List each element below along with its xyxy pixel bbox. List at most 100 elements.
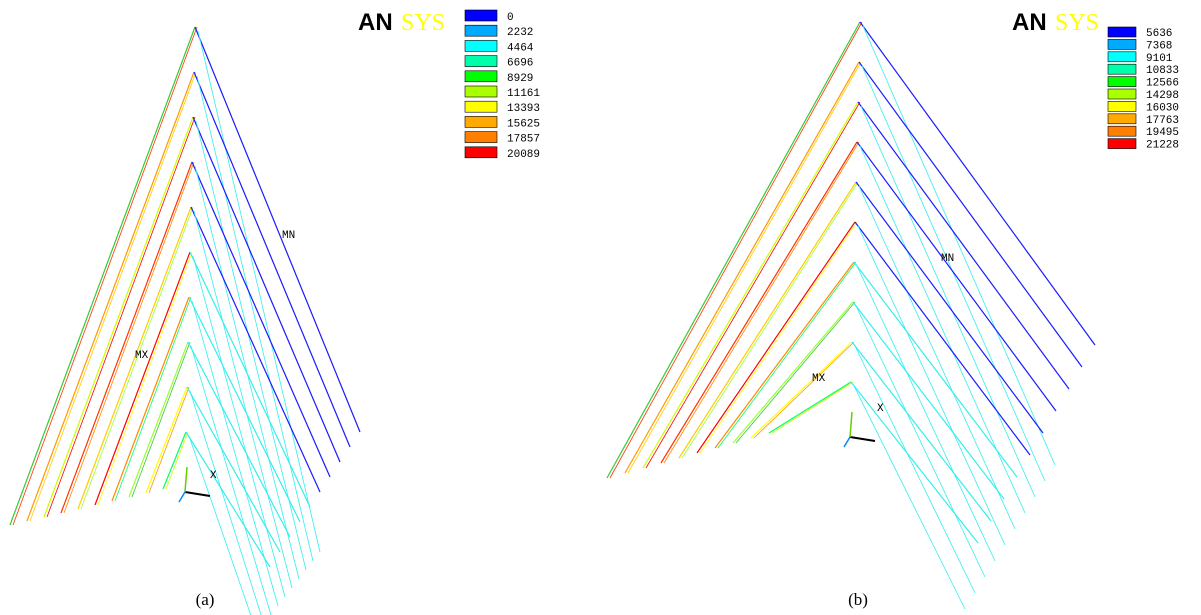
legend-value: 7368: [1146, 40, 1172, 52]
legend-swatch: [465, 116, 497, 127]
member: [112, 297, 189, 501]
caption: (a): [196, 590, 215, 609]
legend-swatch: [1108, 126, 1136, 136]
caption: (b): [848, 590, 868, 609]
min-label: MN: [282, 230, 295, 242]
legend-value: 17763: [1146, 115, 1179, 127]
member: [61, 162, 192, 513]
legend-swatch: [1108, 52, 1136, 62]
member: [661, 142, 857, 463]
member: [859, 186, 1015, 529]
legend-swatch: [465, 86, 497, 97]
legend-value: 4464: [507, 42, 534, 54]
member: [854, 262, 1017, 477]
member: [715, 262, 854, 448]
member: [697, 222, 855, 453]
legend-swatch: [465, 71, 497, 82]
member: [13, 27, 197, 525]
legend-swatch: [465, 10, 497, 21]
logo-bold: AN: [1012, 9, 1047, 36]
legend-value: 20089: [507, 149, 540, 161]
member: [772, 382, 853, 433]
legend-swatch: [465, 56, 497, 67]
member: [858, 226, 1005, 545]
legend-value: 16030: [1146, 102, 1179, 114]
member: [863, 26, 1055, 465]
member: [115, 297, 191, 501]
member: [610, 22, 862, 478]
member: [733, 302, 853, 443]
legend-value: 15625: [507, 118, 540, 130]
legend-swatch: [1108, 77, 1136, 87]
member: [189, 436, 257, 615]
member: [862, 66, 1045, 481]
legend-swatch: [465, 40, 497, 51]
legend-value: 21228: [1146, 140, 1179, 152]
member: [166, 432, 188, 489]
figure: AN SYS AN SYS MN MX X MN MX X (a) (b) 0 2…: [0, 0, 1201, 615]
member: [129, 342, 188, 497]
member: [27, 72, 194, 521]
axis-triad: [185, 492, 210, 496]
logo-light: SYS: [1055, 10, 1099, 36]
structure-lines: [10, 22, 1095, 615]
legend-value: 8929: [507, 73, 533, 85]
legend-swatch: [465, 25, 497, 36]
member: [700, 222, 857, 453]
axis-triad: [844, 437, 850, 447]
legend-swatch: [1108, 89, 1136, 99]
member: [98, 252, 192, 505]
member: [853, 302, 1004, 499]
legend-value: 5636: [1146, 28, 1172, 40]
member: [95, 252, 190, 505]
member: [646, 102, 860, 468]
legend-value: 10833: [1146, 65, 1179, 77]
legend-value: 2232: [507, 27, 533, 39]
member: [856, 182, 1043, 433]
axis-label: X: [210, 470, 217, 482]
member: [643, 102, 858, 468]
member: [186, 432, 270, 567]
member: [192, 162, 330, 477]
axis-triad: [179, 492, 185, 502]
member: [856, 306, 985, 577]
member: [132, 342, 190, 497]
axis-triad: [850, 437, 875, 441]
member: [47, 117, 195, 517]
legend-swatch: [1108, 101, 1136, 111]
member: [736, 302, 855, 443]
legend-swatch: [1108, 139, 1136, 149]
legend-swatch: [465, 132, 497, 143]
legend-value: 12566: [1146, 78, 1179, 90]
logo-bold: AN: [358, 9, 393, 36]
member: [861, 106, 1035, 497]
legend-value: 9101: [1146, 53, 1173, 65]
member: [191, 346, 271, 615]
min-label: MN: [941, 253, 954, 265]
max-label: MX: [135, 350, 149, 362]
member: [751, 342, 852, 438]
member: [30, 72, 196, 521]
legend-swatch: [1108, 27, 1136, 37]
legend-value: 0: [507, 12, 514, 24]
max-label: MX: [812, 373, 826, 385]
legend-value: 6696: [507, 58, 533, 70]
member: [191, 207, 320, 492]
legend-swatch: [465, 147, 497, 158]
logo-light: SYS: [401, 10, 445, 36]
member: [664, 142, 859, 463]
legend-value: 17857: [507, 134, 540, 146]
legend-swatch: [1108, 39, 1136, 49]
member: [44, 117, 193, 517]
member: [197, 76, 313, 561]
member: [607, 22, 860, 478]
axis-label: X: [877, 403, 884, 415]
legend-value: 13393: [507, 103, 540, 115]
legend-swatch: [465, 101, 497, 112]
member: [146, 387, 187, 493]
legend-value: 11161: [507, 88, 540, 100]
member: [858, 102, 1069, 389]
legend-swatch: [1108, 114, 1136, 124]
axis-triad: [850, 412, 852, 437]
member: [852, 342, 991, 521]
